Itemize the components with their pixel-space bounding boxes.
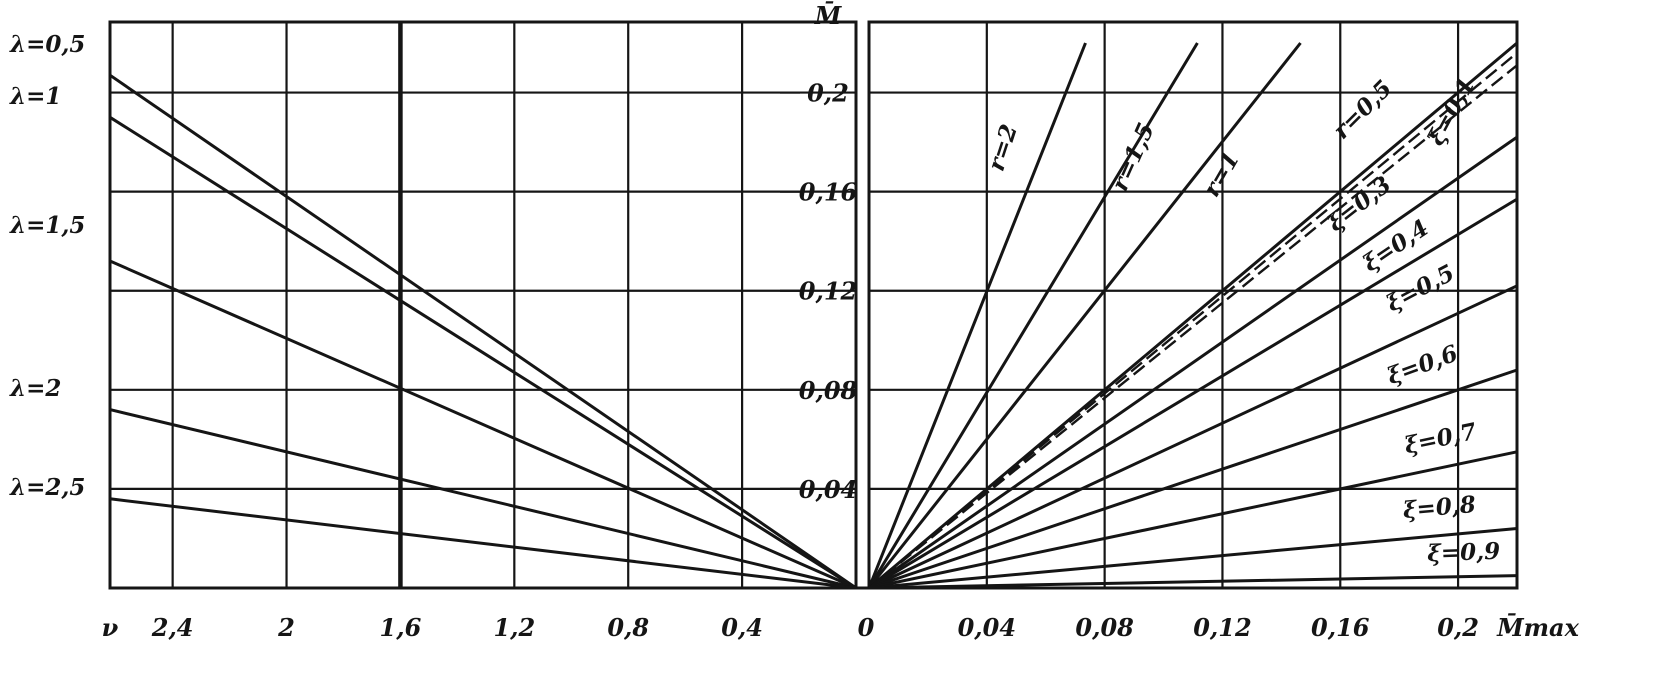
grid-lines	[110, 22, 1517, 588]
x-axis-title-left: ν	[102, 613, 119, 642]
series-line-xi	[868, 197, 1518, 590]
y-tick-label: 0,04	[799, 475, 857, 504]
series-label-xi: ξ=0,1	[1422, 73, 1480, 150]
series-label-xi: ξ=0,9	[1427, 538, 1501, 568]
x-tick-label-left: 0,8	[607, 613, 649, 642]
y-tick-label: 0,16	[799, 178, 858, 207]
x-axis-title-right: M̄max	[1496, 613, 1580, 642]
series-line-lambda	[109, 497, 857, 590]
series-line-lambda	[109, 259, 857, 590]
right-panel-frame	[867, 20, 1519, 590]
panel-frames	[108, 20, 1519, 590]
series-line-xi	[868, 574, 1518, 590]
x-tick-label-left: 1,6	[380, 613, 422, 642]
series-line-xi	[868, 368, 1518, 590]
left-panel-frame	[108, 20, 858, 590]
series-label-xi: ξ=0,6	[1384, 340, 1462, 390]
x-tick-label-right: 0,08	[1075, 613, 1134, 642]
series-line-r	[868, 41, 1518, 590]
series-line-r	[867, 42, 1199, 589]
series-line-lambda	[109, 73, 857, 590]
x-tick-label-right: 0,2	[1437, 613, 1479, 642]
x-tick-label-left: 2	[277, 613, 295, 642]
series-label-xi: ξ=0,8	[1402, 491, 1477, 524]
series-line-lambda	[109, 408, 857, 590]
x-tick-label-left: 0,4	[721, 613, 763, 642]
series-line-xi	[868, 284, 1518, 590]
series-label-lambda: λ=1	[9, 83, 61, 110]
y-tick-label: 0,08	[799, 376, 858, 405]
series-line-xi	[868, 64, 1518, 589]
y-tick-label: 0,12	[799, 277, 857, 306]
series-line-xi	[868, 450, 1518, 590]
x-tick-label-right: 0	[858, 613, 875, 642]
series-lines	[109, 41, 1518, 590]
series-label-xi: ξ=0,5	[1382, 259, 1459, 317]
series-line-xi	[868, 51, 1518, 589]
series-label-r: r=0,5	[1328, 75, 1398, 145]
x-tick-label-right: 0,12	[1193, 613, 1251, 642]
x-tick-label-right: 0,04	[958, 613, 1016, 642]
x-tick-label-left: 2,4	[151, 613, 194, 642]
series-line-r	[867, 42, 1087, 589]
series-label-lambda: λ=2,5	[9, 474, 85, 501]
series-label-lambda: λ=2	[9, 375, 61, 402]
series-line-lambda	[109, 116, 857, 590]
series-label-xi: ξ=0,4	[1358, 214, 1434, 277]
series-line-r	[867, 42, 1302, 589]
series-label-lambda: λ=1,5	[9, 212, 85, 239]
series-label-xi: ξ=0,7	[1402, 418, 1479, 460]
y-tick-label: 0,2	[807, 79, 849, 108]
x-tick-label-right: 0,16	[1311, 613, 1370, 642]
x-tick-label-left: 1,2	[493, 613, 535, 642]
series-line-xi	[868, 135, 1518, 590]
series-label-lambda: λ=0,5	[9, 31, 85, 58]
series-label-r: r=1	[1198, 147, 1245, 202]
series-line-xi	[868, 527, 1518, 590]
y-axis-title: M̄	[814, 1, 843, 30]
series-label-r: r=2	[983, 121, 1023, 174]
series-label-r: r=1,5	[1106, 119, 1160, 195]
